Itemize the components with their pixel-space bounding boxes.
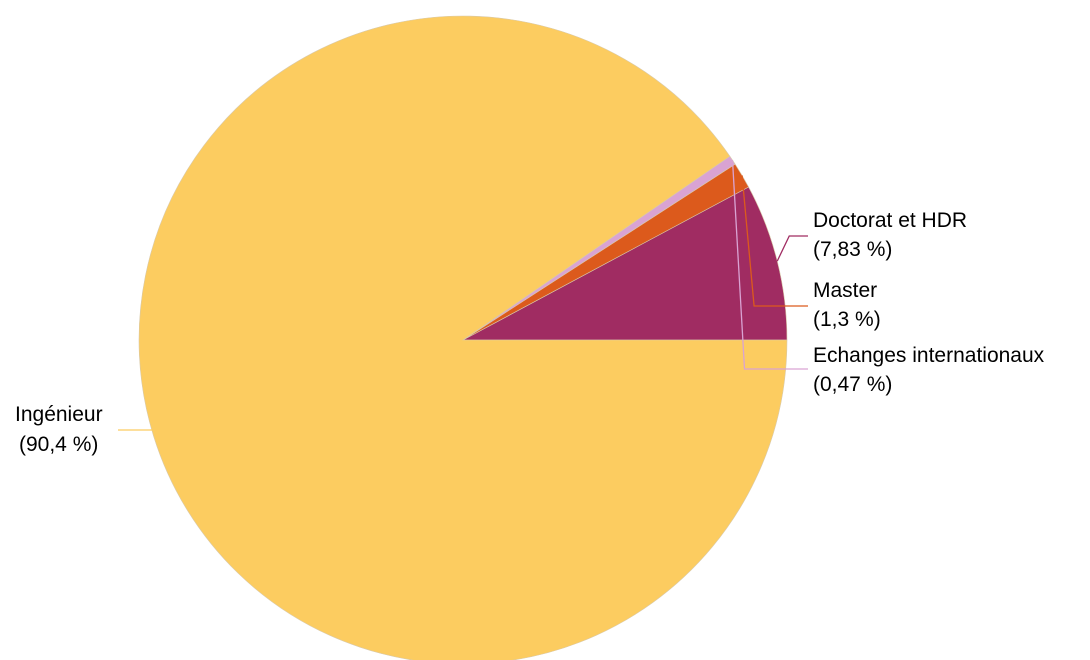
label-echanges: Echanges internationaux bbox=[813, 344, 1045, 367]
leader-echanges bbox=[731, 160, 808, 370]
leader-doctorat bbox=[776, 235, 808, 262]
label-ingenieur-percent: (90,4 %) bbox=[19, 433, 98, 456]
label-doctorat-percent: (7,83 %) bbox=[813, 238, 892, 261]
label-master: Master bbox=[813, 279, 877, 302]
label-master-percent: (1,3 %) bbox=[813, 308, 881, 331]
label-ingenieur: Ingénieur bbox=[15, 403, 103, 426]
slice-labels: Doctorat et HDR (7,83 %) Master (1,3 %) … bbox=[15, 209, 1045, 456]
leader-lines bbox=[118, 160, 808, 431]
leader-master bbox=[741, 175, 808, 307]
pie-slices bbox=[138, 15, 788, 660]
slice-doctorat bbox=[462, 186, 788, 341]
label-doctorat: Doctorat et HDR bbox=[813, 209, 967, 232]
slice-ingenieur bbox=[138, 15, 788, 660]
label-echanges-percent: (0,47 %) bbox=[813, 373, 892, 396]
